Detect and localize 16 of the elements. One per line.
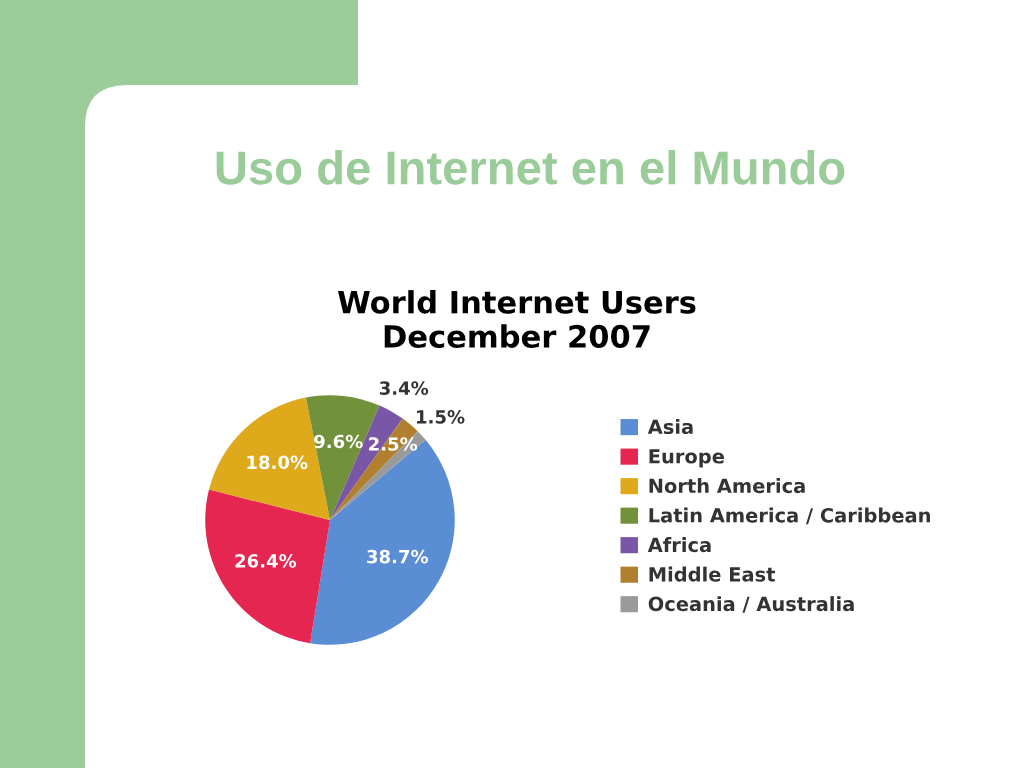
legend-label: Asia — [647, 419, 693, 435]
chart-title: Uso de Internet en el Mundo — [216, 149, 845, 185]
data-label: 38.7% — [367, 549, 429, 564]
data-label: 26.4% — [235, 554, 297, 568]
legend-label: Europe — [649, 449, 724, 468]
pie-slice — [205, 489, 330, 644]
data-label: 9.6% — [314, 434, 363, 449]
data-label: 3.4% — [379, 381, 429, 395]
legend-label: Oceania / Australia — [648, 596, 854, 613]
legend-label: North America — [649, 478, 805, 494]
data-label: 1.5% — [417, 410, 465, 424]
legend-label: Middle East — [649, 566, 776, 582]
data-label: 18.0% — [247, 455, 308, 470]
legend-label: Africa — [647, 537, 711, 553]
chart-subtitle: World Internet Users December 2007 — [337, 290, 696, 348]
legend-label: Latin America / Caribbean — [649, 507, 930, 525]
